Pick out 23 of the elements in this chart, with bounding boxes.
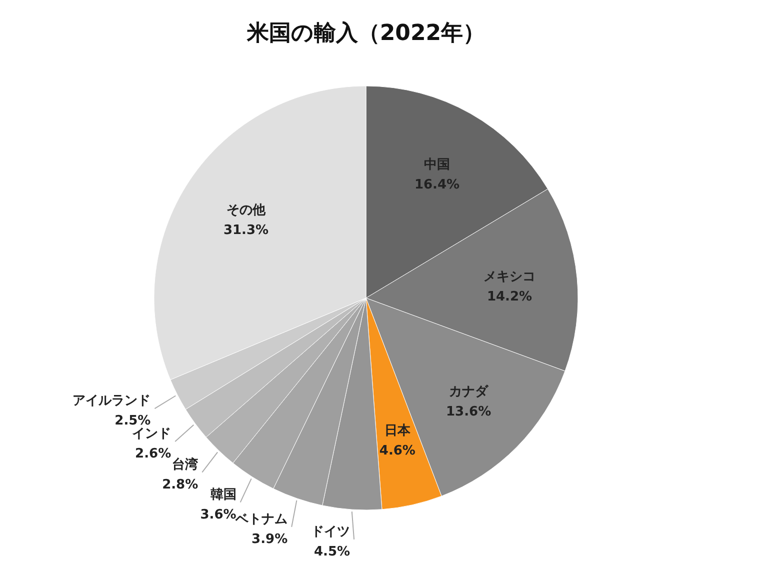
data-label: 31.3% bbox=[223, 223, 269, 238]
slice-label: アイルランド bbox=[72, 394, 151, 409]
data-label: 2.8% bbox=[162, 477, 198, 492]
data-label: 2.6% bbox=[135, 446, 172, 462]
slice-label: メキシコ bbox=[484, 269, 536, 284]
data-label: 3.9% bbox=[252, 532, 288, 547]
data-label: 4.6% bbox=[379, 444, 416, 459]
data-label: 2.5% bbox=[114, 414, 151, 429]
data-label: 14.2% bbox=[486, 289, 532, 304]
data-label: 3.6% bbox=[200, 507, 236, 522]
slice-label: 台湾 bbox=[172, 456, 198, 472]
chart-title: 米国の輸入（2022年） bbox=[246, 21, 486, 46]
slice-label: インド bbox=[132, 426, 172, 442]
slice-label: 中国 bbox=[424, 158, 450, 173]
data-label: 4.5% bbox=[314, 544, 350, 560]
slice-label: ドイツ bbox=[311, 524, 350, 540]
slice-label: 韓国 bbox=[210, 487, 236, 502]
data-label: 13.6% bbox=[446, 404, 492, 420]
slice-label: カナダ bbox=[449, 384, 490, 400]
slice-label: ベトナム bbox=[234, 512, 288, 527]
slice-label: 日本 bbox=[384, 424, 412, 439]
data-label: 16.4% bbox=[414, 178, 460, 193]
slice-label: その他 bbox=[226, 203, 267, 218]
